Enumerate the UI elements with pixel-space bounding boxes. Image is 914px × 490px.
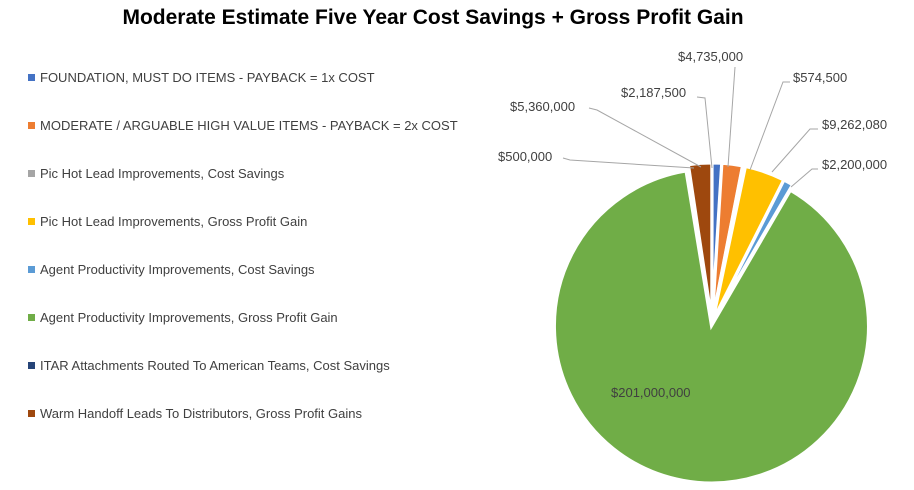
data-label-7: $5,360,000 bbox=[510, 99, 575, 114]
legend-item-moderate: MODERATE / ARGUABLE HIGH VALUE ITEMS - P… bbox=[28, 118, 458, 134]
pie-slice-4 bbox=[712, 178, 795, 322]
legend-label: MODERATE / ARGUABLE HIGH VALUE ITEMS - P… bbox=[40, 118, 458, 133]
legend-label: Pic Hot Lead Improvements, Cost Savings bbox=[40, 166, 285, 181]
data-label-6: $500,000 bbox=[498, 149, 552, 164]
legend-swatch bbox=[28, 170, 35, 177]
legend-swatch bbox=[28, 362, 35, 369]
legend-swatch bbox=[28, 122, 35, 129]
legend-item-pic-hot-lead-cost: Pic Hot Lead Improvements, Cost Savings bbox=[28, 166, 284, 182]
leader-line-0 bbox=[696, 96, 713, 169]
leader-line-1 bbox=[727, 66, 736, 168]
pie-slice-5 bbox=[553, 169, 870, 485]
data-label-4: $2,200,000 bbox=[822, 157, 887, 172]
data-label-3: $9,262,080 bbox=[822, 117, 887, 132]
legend-swatch bbox=[28, 74, 35, 81]
legend-swatch bbox=[28, 314, 35, 321]
legend-item-pic-hot-lead-profit: Pic Hot Lead Improvements, Gross Profit … bbox=[28, 214, 307, 230]
legend-label: Pic Hot Lead Improvements, Gross Profit … bbox=[40, 214, 308, 229]
legend-label: ITAR Attachments Routed To American Team… bbox=[40, 358, 390, 373]
data-label-1: $4,735,000 bbox=[678, 49, 743, 64]
leader-line-6 bbox=[562, 157, 695, 169]
legend-swatch bbox=[28, 218, 35, 225]
legend-item-warm-handoff: Warm Handoff Leads To Distributors, Gros… bbox=[28, 406, 362, 422]
legend-item-agent-profit: Agent Productivity Improvements, Gross P… bbox=[28, 310, 338, 326]
leader-line-2 bbox=[749, 81, 790, 171]
data-label-0: $2,187,500 bbox=[621, 85, 686, 100]
legend-item-agent-cost: Agent Productivity Improvements, Cost Sa… bbox=[28, 262, 315, 278]
legend-swatch bbox=[28, 266, 35, 273]
chart-title: Moderate Estimate Five Year Cost Savings… bbox=[122, 6, 744, 29]
legend-label: FOUNDATION, MUST DO ITEMS - PAYBACK = 1x… bbox=[40, 70, 375, 85]
legend-label: Agent Productivity Improvements, Gross P… bbox=[40, 310, 338, 325]
leader-line-4 bbox=[790, 168, 818, 188]
data-label-5: $201,000,000 bbox=[611, 385, 691, 400]
legend-swatch bbox=[28, 410, 35, 417]
legend-label: Agent Productivity Improvements, Cost Sa… bbox=[40, 262, 315, 277]
legend-item-foundation: FOUNDATION, MUST DO ITEMS - PAYBACK = 1x… bbox=[28, 70, 375, 86]
legend-item-itar: ITAR Attachments Routed To American Team… bbox=[28, 358, 390, 374]
legend-label: Warm Handoff Leads To Distributors, Gros… bbox=[40, 406, 362, 421]
data-label-2: $574,500 bbox=[793, 70, 847, 85]
leader-line-3 bbox=[771, 128, 818, 173]
leader-line-7 bbox=[588, 107, 702, 168]
